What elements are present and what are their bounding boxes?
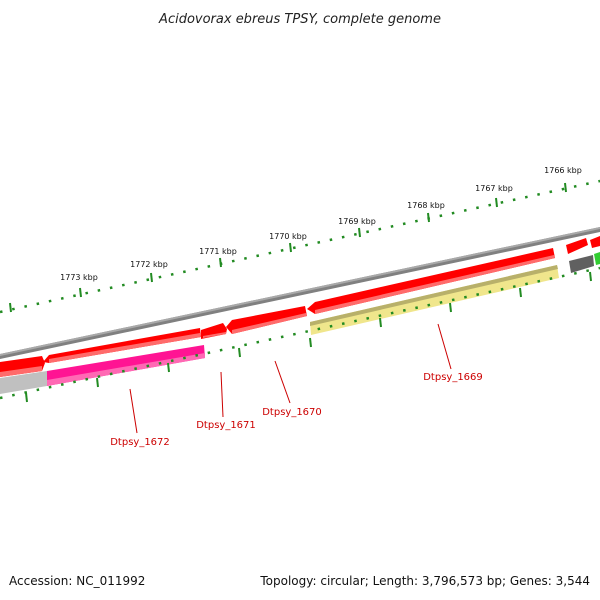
tick-label: 1767 kbp bbox=[475, 184, 513, 193]
gene-label-dtpsy-1672[interactable]: Dtpsy_1672 bbox=[110, 437, 170, 448]
tick-label: 1772 kbp bbox=[130, 260, 168, 269]
map-title: Acidovorax ebreus TPSY, complete genome bbox=[158, 12, 441, 27]
gene-arrow[interactable] bbox=[0, 371, 47, 394]
gene-labels: Dtpsy_1669 Dtpsy_1670 Dtpsy_1671 Dtpsy_1… bbox=[110, 323, 483, 448]
gene-label-dtpsy-1670[interactable]: Dtpsy_1670 bbox=[262, 407, 322, 418]
tick-label: 1770 kbp bbox=[269, 232, 307, 241]
ruler-major-ticks bbox=[25, 271, 592, 403]
tick-label: 1771 kbp bbox=[199, 247, 237, 256]
ruler-inner bbox=[0, 266, 600, 403]
genome-summary-text: Topology: circular; Length: 3,796,573 bp… bbox=[260, 574, 590, 588]
gene-label-dtpsy-1669[interactable]: Dtpsy_1669 bbox=[423, 372, 483, 383]
gene-arrow[interactable] bbox=[201, 323, 227, 339]
tick-label: 1773 kbp bbox=[60, 273, 98, 282]
accession-text: Accession: NC_011992 bbox=[9, 574, 146, 588]
ruler-major-ticks bbox=[9, 182, 567, 313]
gene-arrow[interactable] bbox=[307, 248, 555, 314]
ruler-minor-ticks bbox=[0, 266, 600, 400]
gene-arrow[interactable] bbox=[594, 252, 600, 265]
gene-arrow[interactable] bbox=[590, 236, 600, 248]
tick-label: 1768 kbp bbox=[407, 201, 445, 210]
ruler-minor-ticks bbox=[0, 179, 600, 314]
reverse-strand-features bbox=[0, 252, 600, 394]
gene-arrow[interactable] bbox=[566, 238, 588, 254]
forward-strand-features bbox=[0, 236, 600, 377]
genome-backbone bbox=[0, 227, 600, 359]
tick-label: 1769 kbp bbox=[338, 217, 376, 226]
gene-label-dtpsy-1671[interactable]: Dtpsy_1671 bbox=[196, 420, 256, 431]
tick-label: 1766 kbp bbox=[544, 166, 582, 175]
ruler-outer: 1766 kbp 1767 kbp 1768 kbp 1769 kbp 1770… bbox=[0, 166, 600, 314]
gene-arrow[interactable] bbox=[569, 255, 594, 273]
